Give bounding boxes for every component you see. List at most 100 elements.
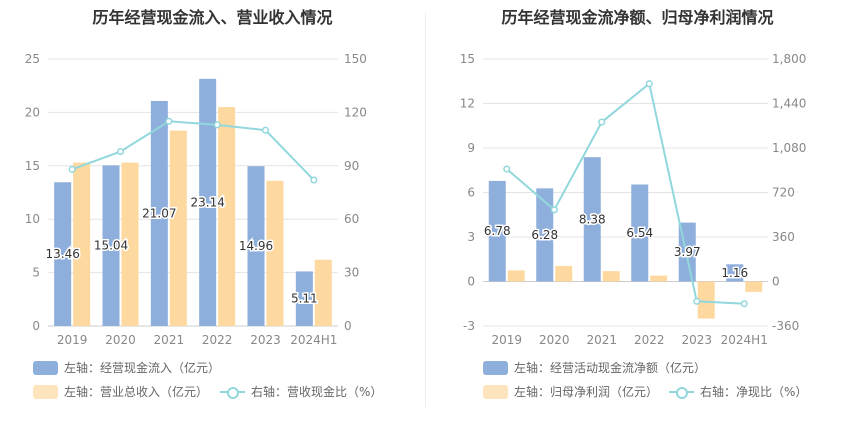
y-right-tick-label: -360 bbox=[772, 319, 799, 333]
line-point bbox=[740, 300, 748, 308]
bar-data-label: 15.04 bbox=[94, 239, 128, 253]
line-point bbox=[261, 126, 270, 134]
legend-item-bar1[interactable]: 左轴：经营活动现金流净额（亿元） bbox=[483, 359, 706, 376]
y-left-tick-label: 3 bbox=[467, 230, 475, 244]
y-left-tick-label: 12 bbox=[460, 97, 475, 111]
legend-item-line[interactable]: 右轴：净现比（%） bbox=[669, 383, 807, 400]
legend-item-bar2[interactable]: 左轴：归母净利润（亿元） bbox=[483, 383, 658, 400]
y-left-tick-label: 0 bbox=[467, 275, 475, 289]
line-point bbox=[503, 165, 511, 173]
bar-data-label: 23.14 bbox=[190, 195, 224, 209]
bar-primary bbox=[295, 271, 313, 326]
line-point bbox=[68, 165, 76, 173]
y-right-tick-label: 0 bbox=[344, 319, 352, 333]
line-point bbox=[550, 206, 558, 214]
bar-primary bbox=[199, 78, 217, 326]
chart-plot: -3 0 3 6 9 12 15 -360 0 360 720 1,080 1,440 1,800 2019… bbox=[460, 52, 807, 347]
bar-data-label: 6.28 bbox=[531, 228, 558, 242]
panel-divider bbox=[425, 12, 426, 407]
bar-data-label: 14.96 bbox=[239, 239, 273, 253]
legend-label: 左轴：经营活动现金流净额（亿元） bbox=[514, 361, 707, 375]
legend-label: 左轴：归母净利润（亿元） bbox=[514, 385, 659, 399]
y-right-tick-label: 150 bbox=[344, 52, 367, 66]
y-right-tick-label: 60 bbox=[344, 212, 359, 226]
bar-data-label: 13.46 bbox=[45, 247, 79, 261]
legend-swatch-blue bbox=[33, 360, 58, 375]
line-point bbox=[310, 176, 318, 184]
x-tick-label: 2019 bbox=[57, 333, 88, 347]
bar-secondary bbox=[650, 275, 668, 282]
line-point bbox=[165, 117, 173, 125]
x-tick-label: 2024H1 bbox=[290, 333, 337, 347]
legend-item-line[interactable]: 右轴：营收现金比（%） bbox=[220, 383, 382, 400]
line-point bbox=[598, 118, 606, 126]
bar-data-label: 6.54 bbox=[626, 226, 653, 240]
bar-secondary bbox=[602, 271, 620, 282]
bar-secondary bbox=[697, 281, 715, 319]
bar-secondary bbox=[73, 162, 91, 326]
bar-primary bbox=[247, 166, 265, 326]
legend-line-marker-icon bbox=[220, 385, 245, 399]
y-left-tick-label: 20 bbox=[25, 105, 40, 119]
y-right-tick-label: 360 bbox=[772, 230, 795, 244]
bar-primary bbox=[102, 165, 120, 326]
bar-secondary bbox=[266, 180, 284, 326]
bar-data-label: 1.16 bbox=[721, 266, 748, 280]
bar-primary bbox=[631, 184, 649, 282]
line-point bbox=[213, 121, 221, 129]
bar-data-label: 8.38 bbox=[579, 212, 606, 226]
legend-item-bar1[interactable]: 左轴：经营现金流入（亿元） bbox=[33, 359, 220, 376]
bar-secondary bbox=[555, 265, 573, 282]
legend-label: 左轴：经营现金流入（亿元） bbox=[64, 361, 221, 375]
y-left-tick-label: 6 bbox=[467, 186, 475, 200]
legend-line-marker-icon bbox=[669, 385, 694, 399]
x-tick-label: 2024H1 bbox=[721, 333, 768, 347]
chart-title: 历年经营现金流净额、归母净利润情况 bbox=[501, 8, 774, 27]
bar-primary bbox=[726, 264, 744, 282]
bar-secondary bbox=[745, 281, 763, 292]
y-left-tick-label: 15 bbox=[460, 52, 475, 66]
y-left-tick-label: 15 bbox=[25, 159, 40, 173]
y-left-tick-label: -3 bbox=[463, 319, 475, 333]
legend-swatch-orange bbox=[483, 384, 508, 399]
bar-primary bbox=[54, 182, 72, 326]
y-left-tick-label: 0 bbox=[32, 319, 40, 333]
x-tick-label: 2020 bbox=[105, 333, 136, 347]
y-right-tick-label: 90 bbox=[344, 159, 359, 173]
y-right-tick-label: 1,080 bbox=[772, 141, 806, 155]
bar-data-label: 6.78 bbox=[484, 224, 511, 238]
x-tick-label: 2020 bbox=[539, 333, 570, 347]
bar-secondary bbox=[218, 107, 236, 326]
bar-primary bbox=[488, 180, 506, 282]
bar-secondary bbox=[314, 259, 332, 326]
x-tick-label: 2023 bbox=[681, 333, 712, 347]
line-series bbox=[506, 81, 745, 305]
legend-swatch-blue bbox=[483, 360, 508, 375]
bar-data-label: 3.97 bbox=[674, 245, 701, 259]
bar-data-label: 21.07 bbox=[142, 206, 176, 220]
x-tick-label: 2021 bbox=[154, 333, 185, 347]
bar-secondary bbox=[507, 270, 525, 282]
legend-label: 右轴：净现比（%） bbox=[700, 385, 808, 399]
y-left-tick-label: 10 bbox=[25, 212, 40, 226]
x-tick-label: 2021 bbox=[586, 333, 617, 347]
x-tick-label: 2022 bbox=[634, 333, 665, 347]
bar-primary bbox=[536, 188, 554, 282]
y-right-tick-label: 1,440 bbox=[772, 97, 806, 111]
line-series bbox=[71, 120, 315, 181]
chart-title: 历年经营现金流入、营业收入情况 bbox=[92, 8, 333, 27]
legend-swatch-orange bbox=[33, 384, 58, 399]
y-right-tick-label: 30 bbox=[344, 266, 359, 280]
x-tick-label: 2019 bbox=[491, 333, 522, 347]
legend-item-bar2[interactable]: 左轴：营业总收入（亿元） bbox=[33, 383, 208, 400]
y-left-tick-label: 9 bbox=[467, 141, 475, 155]
y-right-tick-label: 720 bbox=[772, 186, 795, 200]
chart-panel-net-cash: 历年经营现金流净额、归母净利润情况 -3 0 3 6 9 12 15 -360 0 360 720 1… bbox=[425, 0, 850, 437]
line-point bbox=[693, 297, 701, 305]
bar-data-label: 5.11 bbox=[291, 292, 318, 306]
line-point bbox=[116, 148, 125, 156]
chart-panel-cash-inflow: 历年经营现金流入、营业收入情况 0 5 10 15 20 25 0 30 60 90 120 150 2… bbox=[25, 8, 383, 400]
y-left-tick-label: 25 bbox=[25, 52, 40, 66]
legend-label: 左轴：营业总收入（亿元） bbox=[64, 385, 209, 399]
y-right-tick-label: 120 bbox=[344, 105, 367, 119]
